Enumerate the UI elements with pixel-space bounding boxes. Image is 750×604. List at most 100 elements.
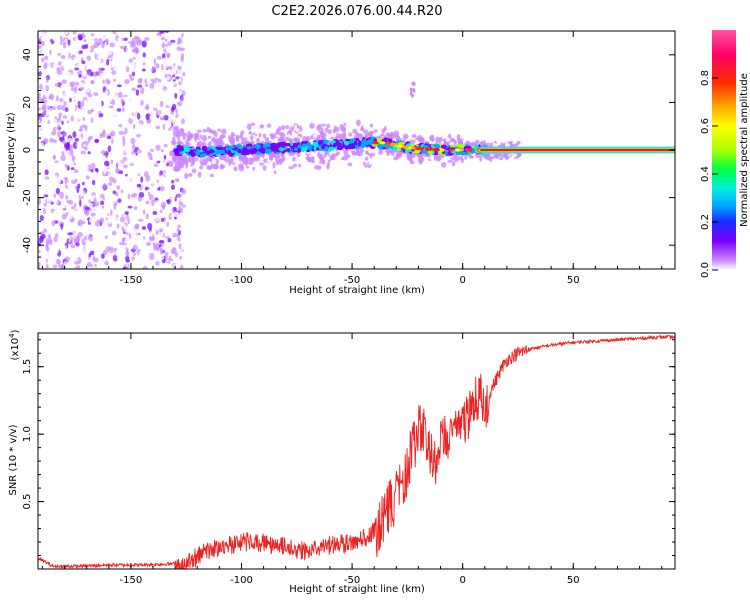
spectrogram-noise-point [166, 52, 171, 59]
spectrogram-noise-point [128, 73, 133, 79]
snr-x-axis-label: Height of straight line (km) [289, 584, 425, 595]
spectrogram-noise-point [124, 236, 128, 244]
spectrogram-noise-point [153, 58, 157, 65]
spectrogram-noise-point [38, 119, 41, 123]
spectrogram-halo-point [259, 162, 265, 166]
spectrogram-noise-point [145, 113, 150, 120]
spectrogram-halo-point [245, 165, 249, 169]
spectrogram-halo-point [401, 153, 406, 161]
spectrogram-noise-point [81, 260, 85, 266]
spectrogram-noise-point [177, 65, 182, 70]
spectrogram-noise-point [181, 188, 187, 195]
spectrogram-noise-point [149, 230, 153, 238]
snr-y-tick-label: 1.5 [22, 359, 33, 375]
spectrogram-noise-point [43, 207, 46, 215]
spectrogram-noise-point [155, 109, 159, 116]
spectrogram-halo-point [196, 129, 202, 133]
spectrogram-noise-point [94, 53, 98, 60]
spectrogram-noise-point [156, 160, 161, 164]
spectrogram-halo-point [188, 161, 192, 167]
spectrogram-noise-point [53, 210, 58, 214]
spectrogram-noise-point [83, 39, 87, 43]
spectrogram-x-tick-label: -150 [120, 275, 143, 286]
spectrogram-noise-point [136, 62, 141, 66]
spectrogram-hot-point [459, 148, 464, 152]
spectrogram-noise-point [141, 188, 146, 193]
spectrogram-noise-point [105, 191, 110, 199]
spectrogram-noise-point [132, 153, 137, 159]
spectrogram-noise-point [89, 202, 94, 208]
spectrogram-noise-point [136, 167, 142, 175]
spectrogram-noise-point [135, 36, 141, 44]
spectrogram-noise-point [133, 206, 138, 210]
spectrogram-noise-point [119, 45, 126, 50]
spectrogram-noise-point [135, 257, 140, 262]
spectrogram-halo-point [281, 125, 286, 131]
spectrogram-noise-point [86, 175, 90, 180]
spectrogram-noise-point [171, 70, 175, 76]
spectrogram-noise-point [125, 243, 131, 249]
spectrogram-noise-point [65, 194, 69, 200]
spectrogram-noise-point [73, 56, 78, 64]
spectrogram-noise-point [74, 86, 78, 92]
spectrogram-noise-point [72, 105, 76, 111]
spectrogram-halo-point [173, 132, 179, 138]
spectrogram-halo-point [270, 153, 276, 158]
snr-y-axis-label: SNR (10 * v/v) [8, 424, 19, 495]
spectrogram-noise-point [107, 154, 111, 161]
spectrogram-noise-point [94, 219, 101, 227]
spectrogram-noise-point [132, 110, 137, 116]
spectrogram-noise-point [84, 235, 88, 241]
spectrogram-noise-point [55, 95, 59, 102]
spectrogram-noise-point [77, 33, 83, 41]
spectrogram-noise-point [165, 173, 170, 180]
spectrogram-noise-point [154, 77, 159, 82]
spectrogram-noise-point [122, 89, 125, 96]
spectrogram-solid-band-core [480, 148, 675, 152]
spectrogram-noise-point [76, 250, 81, 255]
spectrogram-noise-point [79, 101, 85, 108]
spectrogram-noise-point [132, 123, 136, 130]
spectrogram-noise-point [168, 255, 172, 261]
spectrogram-noise-point [137, 122, 143, 130]
spectrogram-noise-point [153, 182, 160, 190]
spectrogram-noise-point [112, 190, 117, 195]
spectrogram-hot-point [435, 148, 440, 152]
spectrogram-noise-point [124, 146, 130, 154]
spectrogram-halo-point [409, 152, 413, 159]
spectrogram-noise-point [64, 91, 70, 97]
spectrogram-noise-point [71, 264, 74, 269]
spectrogram-noise-point [77, 148, 81, 152]
spectrogram-noise-point [43, 138, 49, 143]
spectrogram-noise-point [89, 250, 95, 256]
spectrogram-noise-point [76, 257, 82, 265]
spectrogram-noise-point [83, 209, 89, 214]
spectrogram-noise-point [76, 142, 80, 148]
spectrogram-halo-point [295, 128, 300, 132]
spectrogram-noise-point [79, 199, 82, 207]
spectrogram-noise-point [152, 47, 159, 55]
spectrogram-noise-point [150, 164, 154, 170]
spectrogram-noise-point [38, 249, 41, 254]
spectrogram-noise-point [99, 94, 105, 102]
spectrogram-noise-point [156, 179, 160, 184]
spectrogram-noise-point [156, 59, 161, 65]
spectrogram-noise-point [153, 138, 158, 143]
spectrogram-ridge-point [354, 144, 359, 149]
spectrogram-noise-point [83, 241, 86, 246]
spectrogram-halo-point [317, 135, 321, 142]
spectrogram-noise-point [98, 67, 101, 74]
spectrogram-noise-point [73, 113, 79, 117]
spectrogram-halo-point [236, 131, 241, 135]
spectrogram-halo-point [362, 162, 367, 166]
spectrogram-noise-point [159, 209, 163, 214]
spectrogram-noise-point [70, 76, 75, 79]
spectrogram-noise-point [160, 149, 164, 153]
spectrogram-noise-point [168, 169, 172, 173]
spectrogram-noise-point [78, 74, 82, 78]
spectrogram-noise-point [171, 247, 177, 255]
spectrogram-noise-point [104, 38, 109, 43]
spectrogram-noise-point [146, 208, 152, 215]
spectrogram-noise-point [118, 123, 123, 128]
spectrogram-noise-point [125, 139, 131, 144]
